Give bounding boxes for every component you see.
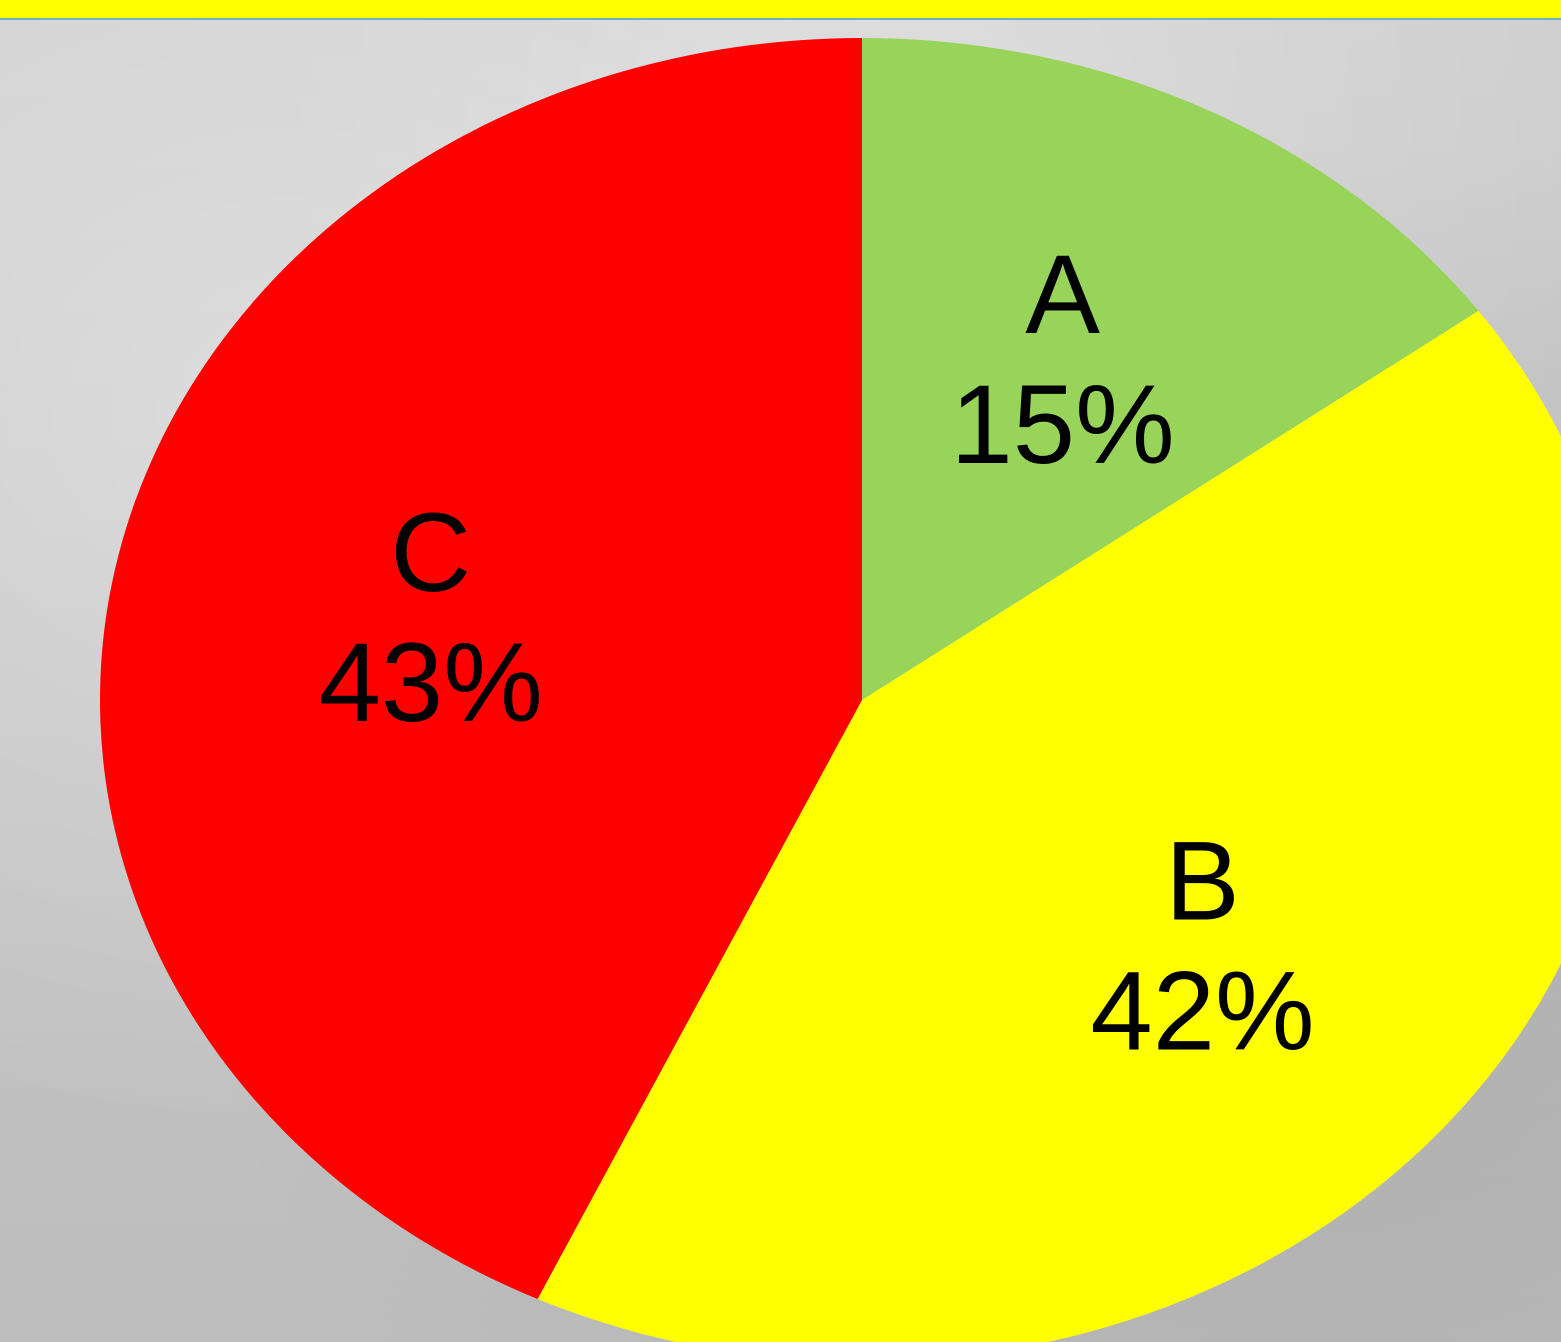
pie-slice-a <box>862 38 1479 700</box>
slice-percent-label-a: 15% <box>951 362 1175 487</box>
slice-category-label-a: A <box>1025 232 1100 357</box>
slice-category-label-b: B <box>1165 819 1240 944</box>
pie-labels: A15% B42% C43% <box>319 232 1315 1074</box>
top-banner <box>0 0 1561 20</box>
pie-slice-c <box>99 38 862 1299</box>
pie-slices <box>99 38 1561 1342</box>
pie-slice-b <box>537 310 1561 1342</box>
slice-percent-label-b: 42% <box>1090 949 1314 1074</box>
slice-category-label-c: C <box>390 490 471 615</box>
slice-percent-label-c: 43% <box>319 620 543 745</box>
